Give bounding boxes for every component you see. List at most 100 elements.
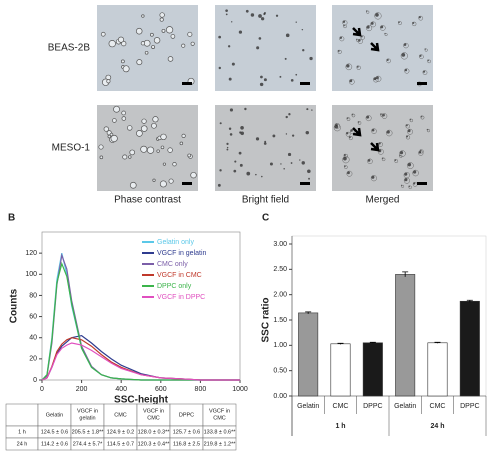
arrow <box>352 127 362 137</box>
cell <box>351 113 356 118</box>
particle <box>370 21 374 25</box>
cell <box>346 117 351 122</box>
particle <box>407 162 412 167</box>
particle <box>287 152 292 157</box>
cell <box>144 50 149 55</box>
cell <box>366 25 373 32</box>
particle <box>311 109 313 111</box>
y-tick-label: 3.00 <box>273 241 287 248</box>
cell <box>378 142 383 147</box>
scale-bar <box>417 82 427 85</box>
cell <box>187 153 192 158</box>
cell <box>407 128 413 135</box>
particle <box>285 133 288 135</box>
arrow <box>352 27 362 37</box>
series-line <box>41 342 240 381</box>
cell <box>168 178 174 184</box>
cell <box>367 158 373 165</box>
cell <box>405 124 410 129</box>
particle <box>263 142 267 145</box>
micrograph <box>97 105 198 191</box>
table-cell <box>5 403 39 427</box>
particle <box>401 53 406 57</box>
bar <box>459 300 480 397</box>
particle <box>280 163 282 165</box>
cell <box>161 28 166 33</box>
cell <box>374 12 382 20</box>
particle <box>258 14 262 18</box>
cell <box>159 12 165 18</box>
cell <box>98 144 104 150</box>
table-cell-text: 114.5 ± 0.7 <box>107 441 134 447</box>
cell <box>412 21 417 27</box>
scale-bar <box>300 82 310 85</box>
particle <box>263 12 266 16</box>
cell <box>418 150 424 156</box>
particle <box>260 75 263 79</box>
cell <box>121 40 127 47</box>
y-tick-label: 80 <box>29 292 37 299</box>
error-bar <box>305 311 312 314</box>
micrograph <box>332 105 433 191</box>
particle <box>309 56 313 61</box>
cell <box>403 42 409 49</box>
particle <box>285 115 288 119</box>
cell <box>160 145 165 150</box>
cell <box>406 162 414 169</box>
cell <box>112 118 117 123</box>
particle <box>238 151 242 155</box>
cell <box>152 178 156 182</box>
column-label: Phase contrast <box>114 195 181 206</box>
column-label: Merged <box>366 195 400 206</box>
particle <box>229 108 233 112</box>
group-label: 1 h <box>335 423 345 430</box>
table-cell-text: 24 h <box>17 441 28 447</box>
cell <box>384 33 388 37</box>
particle <box>229 133 233 136</box>
y-axis-label: SSC ratio <box>261 297 272 342</box>
y-tick-label: 1.50 <box>273 317 287 324</box>
header-line: VGCF in <box>209 409 230 415</box>
cell <box>360 35 365 40</box>
cell <box>181 43 186 48</box>
particle <box>306 108 309 111</box>
particle <box>263 78 267 82</box>
cell <box>385 129 393 137</box>
legend-label: VGCF in CMC <box>157 272 202 279</box>
legend-label: CMC only <box>157 261 188 268</box>
cell <box>394 159 399 163</box>
cell <box>365 115 372 122</box>
row-label: BEAS-2B <box>48 43 91 54</box>
error-bar <box>369 341 376 344</box>
cell <box>146 146 155 154</box>
particle <box>255 137 260 141</box>
cell <box>379 25 386 31</box>
cell <box>403 177 410 184</box>
particle <box>219 122 222 125</box>
particle <box>231 62 235 66</box>
cell <box>160 133 167 141</box>
cell <box>339 36 345 42</box>
table-header: DPPC <box>179 412 194 418</box>
particle <box>366 25 370 29</box>
cell <box>128 155 132 159</box>
cell <box>356 38 360 42</box>
legend-label: VGCF in gelatin <box>157 250 207 257</box>
particle <box>412 170 417 174</box>
cell <box>348 136 353 141</box>
cell <box>342 156 350 164</box>
scale-bar <box>182 82 192 85</box>
particle <box>295 21 297 23</box>
cell <box>99 155 104 160</box>
particle <box>407 129 411 133</box>
arrow <box>370 42 380 52</box>
particle <box>343 156 347 161</box>
cell <box>109 132 114 137</box>
cell <box>103 126 109 132</box>
micrograph <box>215 5 316 91</box>
cell <box>181 133 186 138</box>
y-tick-label: 100 <box>25 271 37 278</box>
cell <box>187 31 193 37</box>
error-bar <box>466 299 473 303</box>
